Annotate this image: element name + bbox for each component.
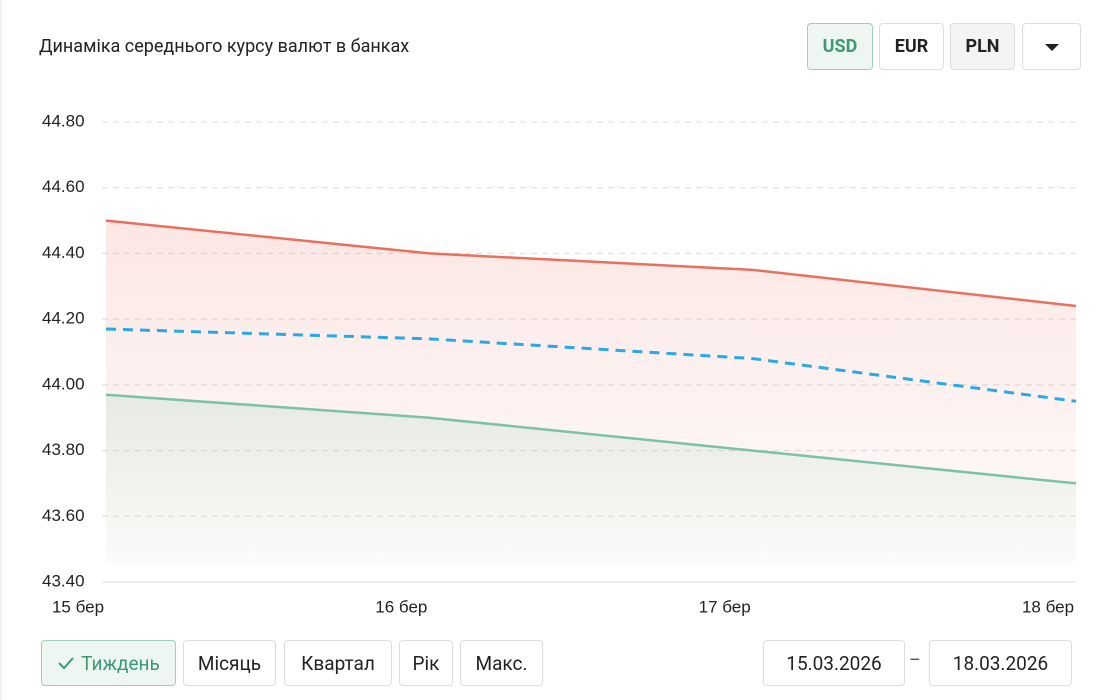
- period-button[interactable]: Макс.: [460, 640, 543, 686]
- date-separator: –: [909, 650, 921, 671]
- line: [105, 393, 1077, 485]
- area: [106, 394, 1076, 564]
- period-label: Тиждень: [81, 651, 160, 675]
- y-tick-label: 43.80: [42, 440, 85, 459]
- y-tick-label: 44.40: [42, 243, 85, 262]
- y-tick-label: 44.80: [42, 111, 85, 130]
- x-tick-label: 15 бер: [52, 597, 104, 616]
- period-button[interactable]: Квартал: [284, 640, 392, 686]
- currency-button[interactable]: PLN: [950, 23, 1015, 70]
- x-tick-label: 16 бер: [375, 597, 427, 616]
- check-icon: [58, 657, 74, 670]
- date-input[interactable]: 18.03.2026: [929, 640, 1072, 686]
- x-tick-label: 18 бер: [1022, 597, 1074, 616]
- period-button[interactable]: Рік: [399, 640, 453, 686]
- currency-button[interactable]: USD: [807, 23, 873, 70]
- y-tick-label: 43.60: [42, 506, 85, 525]
- chart-title: Динаміка середнього курсу валют в банках: [39, 36, 410, 57]
- y-tick-label: 44.20: [42, 309, 85, 328]
- caret-icon: [1044, 43, 1059, 51]
- line: [105, 327, 1077, 403]
- y-tick-label: 44.00: [42, 374, 85, 393]
- x-tick-label: 17 бер: [699, 597, 751, 616]
- period-button[interactable]: Тиждень: [41, 640, 176, 686]
- dropdown-button[interactable]: [1022, 23, 1081, 70]
- currency-button[interactable]: EUR: [879, 23, 944, 70]
- y-tick-label: 43.40: [42, 571, 85, 590]
- chart: 43.40 43.60 43.80 44.00 44.20 44.40 44.60 44.80…: [42, 111, 1077, 616]
- period-button[interactable]: Місяць: [183, 640, 276, 686]
- y-tick-label: 44.60: [42, 177, 85, 196]
- date-input[interactable]: 15.03.2026: [763, 640, 905, 686]
- line: [105, 219, 1077, 308]
